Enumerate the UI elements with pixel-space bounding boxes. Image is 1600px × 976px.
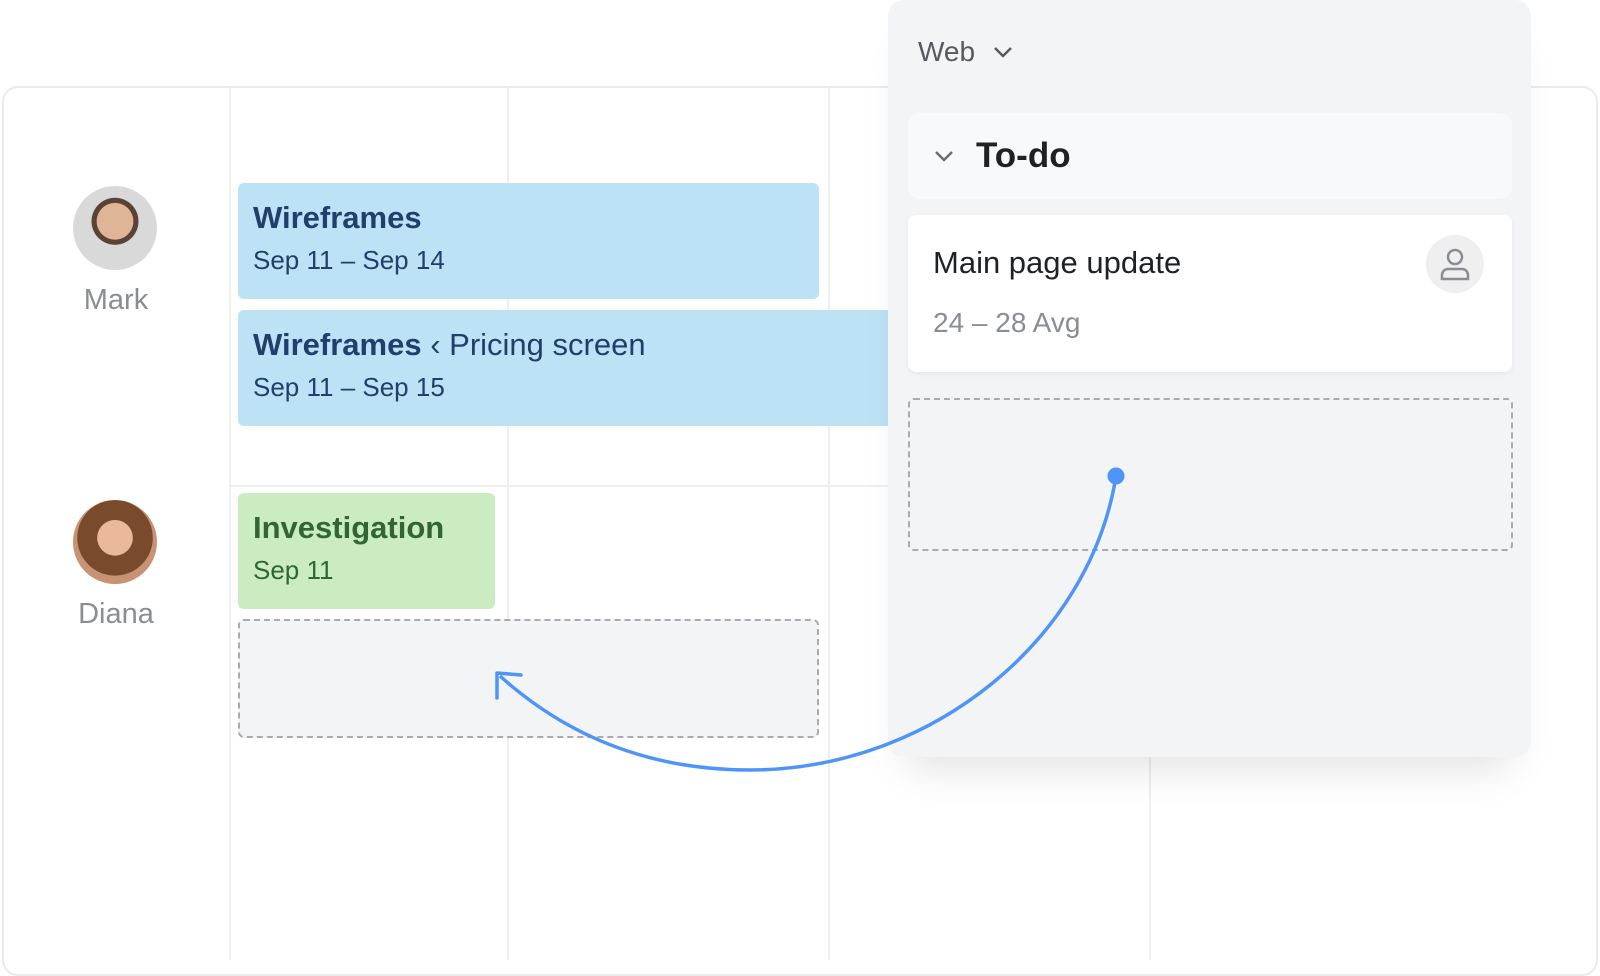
assignee-button[interactable] [1426,235,1484,293]
card-dates: 24 – 28 Avg [933,307,1081,338]
chevron-down-icon[interactable] [934,150,954,162]
group-title: To-do [976,136,1071,175]
breadcrumb-separator: ‹ [430,327,441,362]
drop-zone[interactable] [908,398,1513,551]
backlog-panel: Web To-do Main page update 24 – 28 Avg [888,0,1531,757]
task-dates: Sep 11 – Sep 14 [253,245,445,275]
person-name: Diana [78,598,154,630]
task-subtitle: Pricing screen [449,327,646,362]
task-dates: Sep 11 – Sep 15 [253,372,445,402]
user-icon [1440,248,1470,281]
task-card[interactable]: Main page update 24 – 28 Avg [908,215,1512,372]
task-bar[interactable]: Wireframes Sep 11 – Sep 14 [238,183,819,299]
task-bar[interactable]: Investigation Sep 11 [238,493,495,609]
row-divider [229,485,889,487]
project-label: Web [918,36,976,67]
group-header[interactable]: To-do [908,113,1512,199]
avatar-diana[interactable] [73,500,157,584]
avatar-mark[interactable] [73,186,157,270]
task-dates: Sep 11 [253,555,334,585]
task-bar[interactable]: Wireframes ‹ Pricing screen Sep 11 – Sep… [238,310,898,426]
task-title: Wireframes [253,327,422,362]
card-title: Main page update [933,245,1182,280]
task-title: Investigation [253,510,445,545]
person-name: Mark [83,284,149,316]
project-dropdown[interactable]: Web [918,36,1013,68]
grid-line [828,86,830,960]
task-title: Wireframes [253,200,422,235]
drop-zone[interactable] [238,619,819,738]
chevron-down-icon [994,47,1012,58]
grid-line [229,86,231,960]
